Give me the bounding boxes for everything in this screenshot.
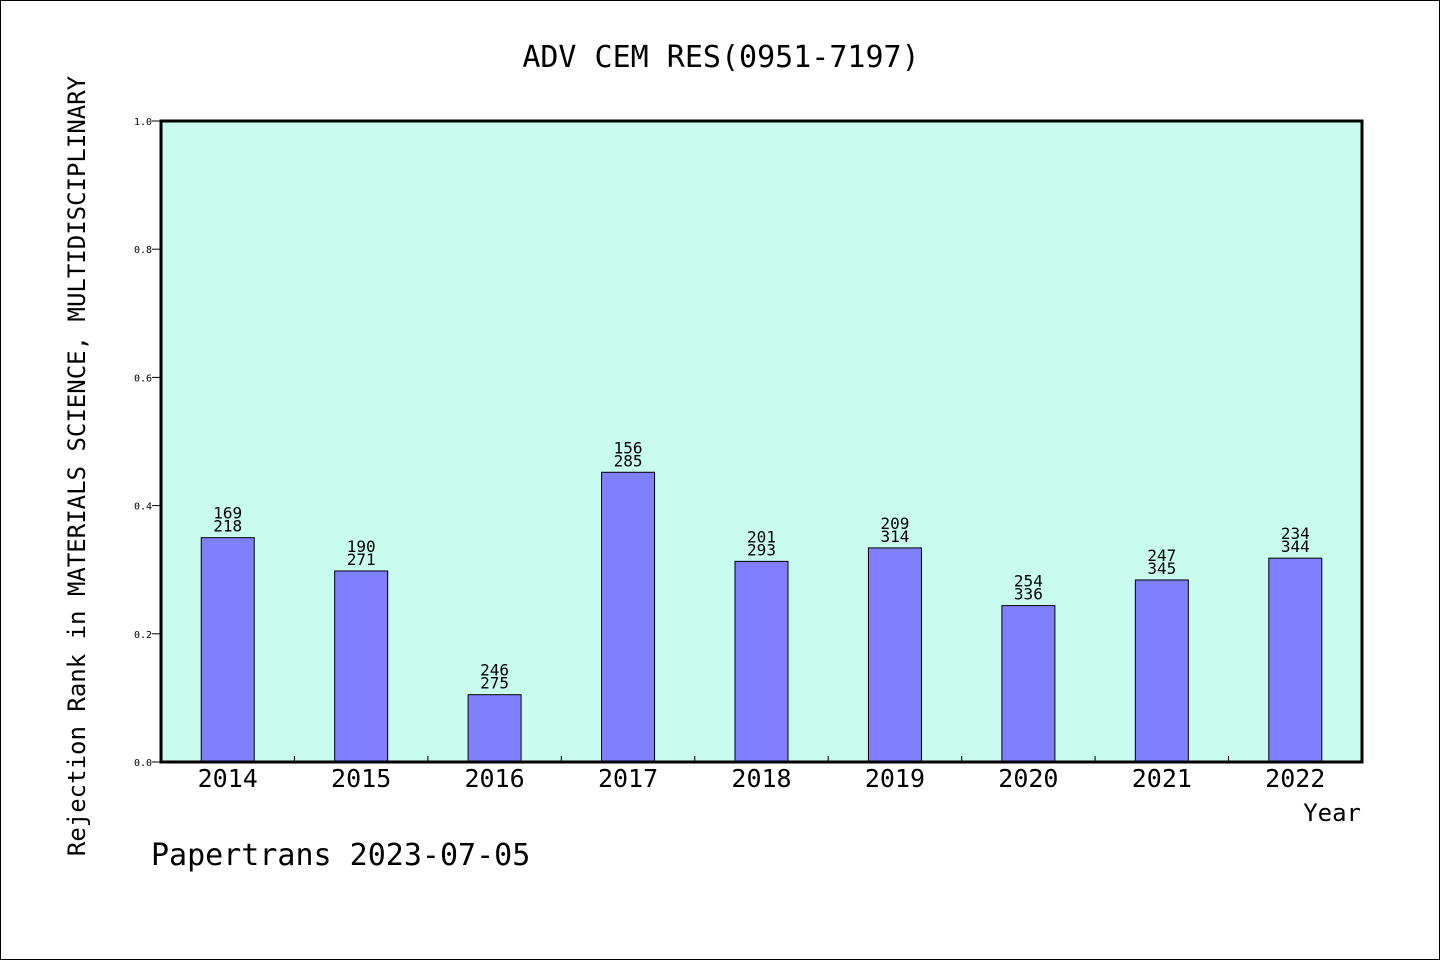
bar-label-rank-top: 169: [213, 504, 242, 523]
x-tick-label: 2020: [998, 764, 1058, 793]
bar-label-rank-top: 156: [614, 438, 643, 457]
y-tick-label: 0.8: [134, 245, 152, 256]
x-tick-label: 2015: [331, 764, 391, 793]
bar-2021: [1134, 579, 1189, 763]
bar-labels: 1692181902712462751562852012932093142543…: [213, 438, 1309, 692]
x-tick-label: 2018: [731, 764, 791, 793]
bar-label-rank-bottom: 336: [1014, 585, 1043, 604]
y-tick-label: 0.6: [134, 373, 152, 384]
bar-2016: [467, 694, 522, 763]
plot-border: [159, 119, 1364, 764]
bar-label-rank-top: 254: [1014, 572, 1043, 591]
bar-label-rank-top: 246: [480, 661, 509, 680]
bar-label-rank-bottom: 293: [747, 540, 776, 559]
bar-label-rank-top: 209: [880, 514, 909, 533]
bar-2022: [1268, 557, 1323, 763]
y-axis-ticks: 0.0 0.2 0.4 0.6 0.8 1.0: [134, 117, 161, 769]
bar-label-rank-bottom: 345: [1147, 559, 1176, 578]
x-tick-label: 2021: [1132, 764, 1192, 793]
y-axis-label: Rejection Rank in MATERIALS SCIENCE, MUL…: [63, 75, 91, 856]
x-tick-label: 2019: [865, 764, 925, 793]
y-tick-label: 0.2: [134, 630, 152, 641]
bar-label-rank-bottom: 314: [880, 527, 909, 546]
bar-label-rank-top: 247: [1147, 546, 1176, 565]
bars: [200, 471, 1323, 763]
bar-2018: [734, 560, 789, 763]
bar-2019: [867, 547, 922, 763]
y-tick-label: 0.0: [134, 758, 152, 769]
x-tick-label: 2017: [598, 764, 658, 793]
x-tick-label: 2022: [1265, 764, 1325, 793]
bar-2014: [200, 537, 255, 763]
bar-label-rank-top: 190: [347, 537, 376, 556]
bar-label-rank-top: 234: [1281, 524, 1310, 543]
x-axis-label: Year: [1303, 799, 1361, 827]
y-tick-label: 0.4: [134, 502, 152, 513]
bar-label-rank-bottom: 275: [480, 674, 509, 693]
x-axis-tick-labels: 2014 2015 2016 2017 2018 2019 2020 2021 2022: [198, 764, 1326, 793]
chart-title: ADV CEM RES(0951-7197): [522, 40, 919, 75]
bar-2015: [334, 570, 389, 763]
x-tick-label: 2014: [198, 764, 258, 793]
x-tick-label: 2016: [465, 764, 525, 793]
footer-text: Papertrans 2023-07-05: [151, 838, 530, 873]
bar-label-rank-bottom: 285: [614, 451, 643, 470]
bar-label-rank-bottom: 271: [347, 550, 376, 569]
bar-2017: [601, 471, 656, 763]
bar-label-rank-top: 201: [747, 527, 776, 546]
bar-2020: [1001, 605, 1056, 763]
y-tick-label: 1.0: [134, 117, 152, 128]
bar-label-rank-bottom: 218: [213, 517, 242, 536]
bar-label-rank-bottom: 344: [1281, 537, 1310, 556]
